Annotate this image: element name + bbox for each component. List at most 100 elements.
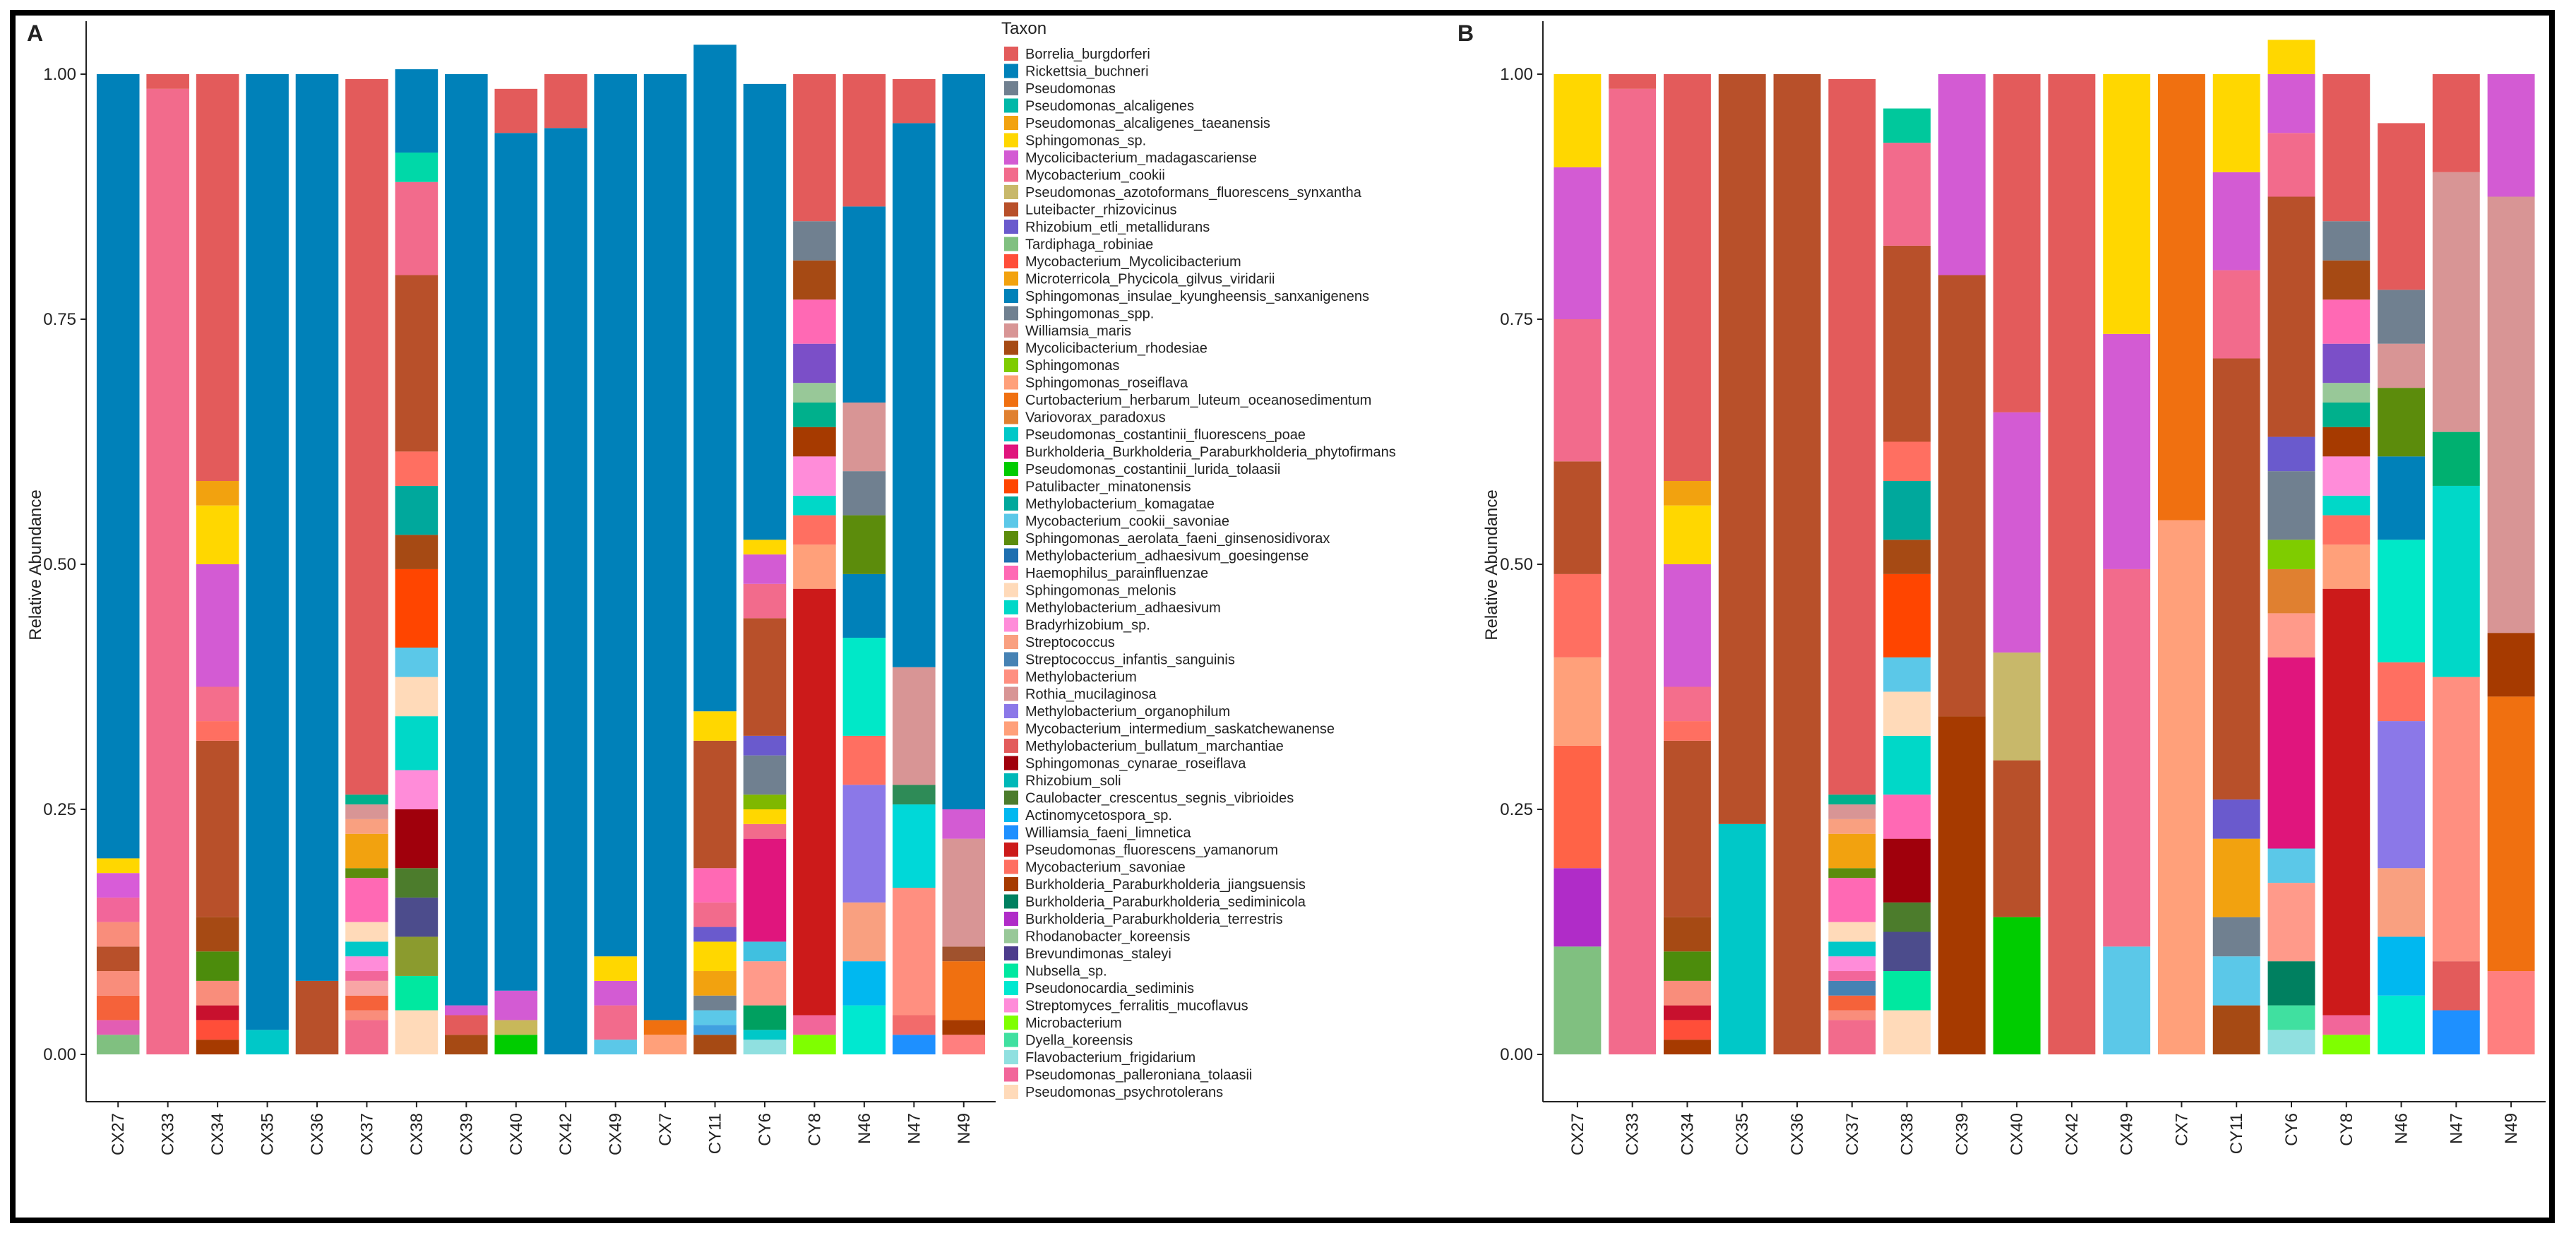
legend-item-label: Streptococcus: [1025, 635, 1115, 650]
panel-a-bar-segment: [395, 1010, 439, 1054]
panel-a-bar-segment: [395, 809, 439, 869]
panel-b-bar-segment: [2378, 540, 2425, 662]
legend-swatch: [1004, 583, 1018, 597]
panel-b-bar-segment: [2487, 971, 2535, 1054]
legend-item-label: Methylobacterium_bullatum_marchantiae: [1025, 739, 1284, 754]
legend-item-label: Microterricola_Phycicola_gilvus_viridari…: [1025, 272, 1275, 287]
panel-b-bar-segment: [1938, 74, 1986, 275]
panel-a-bar-segment: [842, 74, 886, 207]
panel-a-bar-segment: [743, 540, 787, 555]
panel-a-bar-segment: [842, 1005, 886, 1054]
panel-a-bar-segment: [893, 1035, 936, 1054]
legend-swatch: [1004, 1067, 1018, 1082]
legend-swatch: [1004, 566, 1018, 580]
legend-swatch: [1004, 133, 1018, 148]
panel-a-bar-segment: [594, 1005, 637, 1040]
panel-a-bar-segment: [196, 1005, 239, 1020]
panel-a-bar-segment: [743, 961, 787, 1006]
legend-swatch: [1004, 410, 1018, 424]
panel-a-bar-segment: [942, 1035, 986, 1054]
legend-swatch: [1004, 306, 1018, 321]
panel-a-bar-segment: [594, 980, 637, 1006]
panel-b-bar-segment: [1883, 971, 1931, 1011]
legend-item-label: Rickettsia_buchneri: [1025, 64, 1149, 80]
panel-b-bar-segment: [1554, 573, 1602, 657]
panel-a-x-tick-label: CX7: [656, 1113, 675, 1146]
panel-b-bar-segment: [2378, 662, 2425, 722]
panel-b-bar-segment: [2378, 123, 2425, 290]
panel-a-bar-segment: [893, 804, 936, 888]
panel-a-bar-segment: [693, 711, 737, 741]
panel-b-bar-segment: [1828, 868, 1876, 879]
panel-b-bar-segment: [1993, 652, 2041, 761]
legend-item-label: Tardiphaga_robiniae: [1025, 237, 1153, 253]
panel-b-x-tick-label: CX42: [2063, 1113, 2082, 1155]
panel-b-bar-segment: [2322, 544, 2371, 589]
panel-b-y-tick-label: 0.75: [1500, 310, 1533, 329]
legend-swatch: [1004, 81, 1018, 95]
legend-item-label: Williamsia_faeni_limnetica: [1025, 826, 1191, 841]
panel-a-bar-segment: [793, 427, 836, 457]
legend-item-label: Brevundimonas_staleyi: [1025, 946, 1171, 962]
panel-b-bar-segment: [2158, 74, 2205, 520]
panel-a-bar-segment: [196, 564, 239, 687]
panel-b-bar-segment: [2048, 74, 2096, 1054]
legend-swatch: [1004, 704, 1018, 718]
panel-a-x-tick-label: CX37: [357, 1113, 376, 1155]
legend-swatch: [1004, 358, 1018, 372]
legend-item-label: Burkholderia_Paraburkholderia_sediminico…: [1025, 895, 1306, 910]
legend-item-label: Methylobacterium: [1025, 669, 1137, 685]
panel-b-bar-segment: [1554, 319, 1602, 462]
panel-a-bar-segment: [395, 153, 439, 182]
legend-swatch: [1004, 427, 1018, 441]
panel-b-bar-segment: [2267, 74, 2315, 133]
panel-b-bar-segment: [1883, 540, 1931, 574]
legend-item-label: Streptomyces_ferralitis_mucoflavus: [1025, 999, 1248, 1014]
panel-b-bar-segment: [2322, 1035, 2371, 1054]
panel-a-bar-segment: [793, 383, 836, 403]
panel-a-bar-segment: [196, 740, 239, 917]
panel-a-bar-segment: [942, 1020, 986, 1035]
panel-a-bar-segment: [743, 554, 787, 584]
panel-b-y-tick-label: 0.25: [1500, 800, 1533, 819]
panel-a-bar-segment: [494, 133, 538, 991]
legend-item-label: Rhodanobacter_koreensis: [1025, 929, 1191, 945]
panel-b-x-tick-label: CX33: [1623, 1113, 1642, 1155]
panel-a-x-tick-label: N46: [855, 1113, 874, 1144]
panel-b-bar-segment: [2378, 290, 2425, 344]
panel-b-bar-segment: [2322, 1015, 2371, 1035]
panel-a-bar-segment: [395, 485, 439, 535]
panel-a-bar-segment: [693, 1010, 737, 1025]
legend-swatch: [1004, 946, 1018, 960]
panel-a-y-tick-label: 0.00: [43, 1045, 76, 1064]
legend-swatch: [1004, 617, 1018, 632]
panel-b-x-tick-label: CX34: [1678, 1113, 1697, 1155]
panel-a-bar-segment: [693, 995, 737, 1011]
panel-a-bar-segment: [842, 638, 886, 736]
panel-b-bar-segment: [1828, 819, 1876, 834]
legend-swatch: [1004, 963, 1018, 978]
legend-item-label: Mycolicibacterium_rhodesiae: [1025, 341, 1208, 357]
panel-b-bar-segment: [2322, 515, 2371, 545]
panel-b-bar-segment: [1664, 481, 1711, 506]
panel-a-x-tick-label: N49: [955, 1113, 974, 1144]
panel-b-x-tick-label: CX36: [1788, 1113, 1807, 1155]
panel-b-x-tick-label: CX7: [2172, 1113, 2191, 1146]
panel-a-bar-segment: [445, 74, 488, 1006]
panel-a-bar-segment: [395, 535, 439, 569]
legend-swatch: [1004, 531, 1018, 545]
panel-a-bar-segment: [842, 206, 886, 403]
legend-swatch: [1004, 1032, 1018, 1047]
panel-b-bar-segment: [2267, 540, 2315, 569]
panel-a-bar-segment: [693, 971, 737, 996]
panel-a-bar-segment: [345, 980, 388, 996]
panel-b-bar-segment: [2212, 1005, 2260, 1054]
panel-a-bar-segment: [594, 1040, 637, 1054]
legend-swatch: [1004, 877, 1018, 891]
panel-b-bar-segment: [1664, 505, 1711, 564]
panel-b-bar-segment: [1883, 657, 1931, 692]
panel-a-bar-segment: [345, 941, 388, 957]
panel-b-bar-segment: [2212, 799, 2260, 839]
panel-b-label: B: [1457, 20, 1474, 46]
panel-b-bar-segment: [2267, 569, 2315, 614]
